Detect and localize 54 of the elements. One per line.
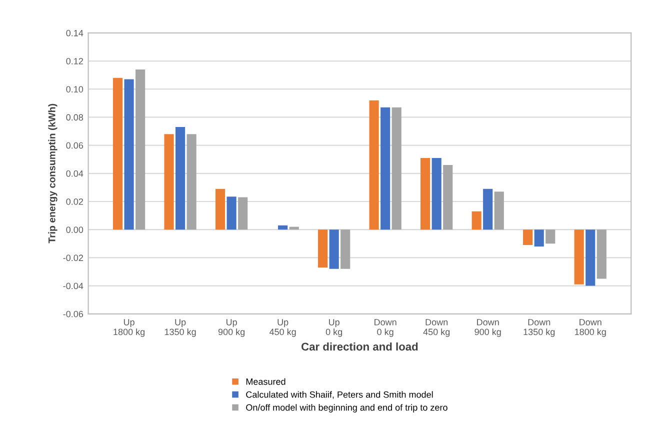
x-tick-label: Up 1350 kg [164,319,196,337]
x-axis-title: Car direction and load [302,342,418,351]
y-tick-label: -0.06 [63,310,84,318]
x-tick-label: Up 450 kg [269,319,296,337]
y-tick-label: -0.02 [63,254,83,262]
x-tick-label: Up 900 kg [218,319,245,337]
x-tick-label: Down 1800 kg [574,319,606,337]
bar [483,188,493,230]
bar [523,230,533,246]
y-tick-label: -0.04 [63,282,84,290]
bar [112,78,123,230]
x-tick-label: Up 1800 kg [114,319,145,337]
bar [278,225,288,230]
legend-label: Calculated with Shaiif, Peters and Smith model [246,391,433,399]
x-tick-label: Down 900 kg [474,319,501,337]
bar [340,230,350,269]
bar [238,197,248,230]
bar [136,69,146,230]
legend-label: Measured [246,378,286,385]
bar [443,164,453,230]
bar [215,188,226,230]
bar [574,230,584,284]
bar [534,230,544,246]
y-tick-label: 0.12 [66,58,83,64]
legend-label: On/off model with beginning and end of trip to zero [246,404,448,412]
bar [586,230,596,286]
y-tick-label: 0.14 [66,30,84,36]
bar [392,107,402,230]
x-tick-label: Up 0 kg [326,319,342,337]
y-axis-title: Trip energy consumptin (kWh) [48,104,58,244]
y-tick-label: 0.08 [66,114,84,121]
y-tick-label: 0.04 [66,170,84,177]
y-tick-label: 0.02 [66,198,83,205]
bar [432,158,442,230]
bar [186,134,196,230]
bar [596,230,606,279]
bar [472,211,482,230]
bar [226,196,236,230]
bar [176,127,186,230]
y-tick-label: 0.00 [66,226,84,233]
x-tick-label: Down 1350 kg [524,319,555,337]
bar [329,230,339,269]
x-tick-label: Down 0 kg [374,319,396,337]
bar [494,192,504,230]
bar [420,158,430,230]
bar [380,107,390,230]
bar [124,79,134,230]
bar [318,230,328,268]
bar [369,100,379,230]
y-tick-label: 0.06 [66,142,84,149]
y-tick-label: 0.10 [66,86,84,92]
bar [164,134,174,230]
bar [546,230,556,244]
x-tick-label: Down 450 kg [423,319,450,337]
